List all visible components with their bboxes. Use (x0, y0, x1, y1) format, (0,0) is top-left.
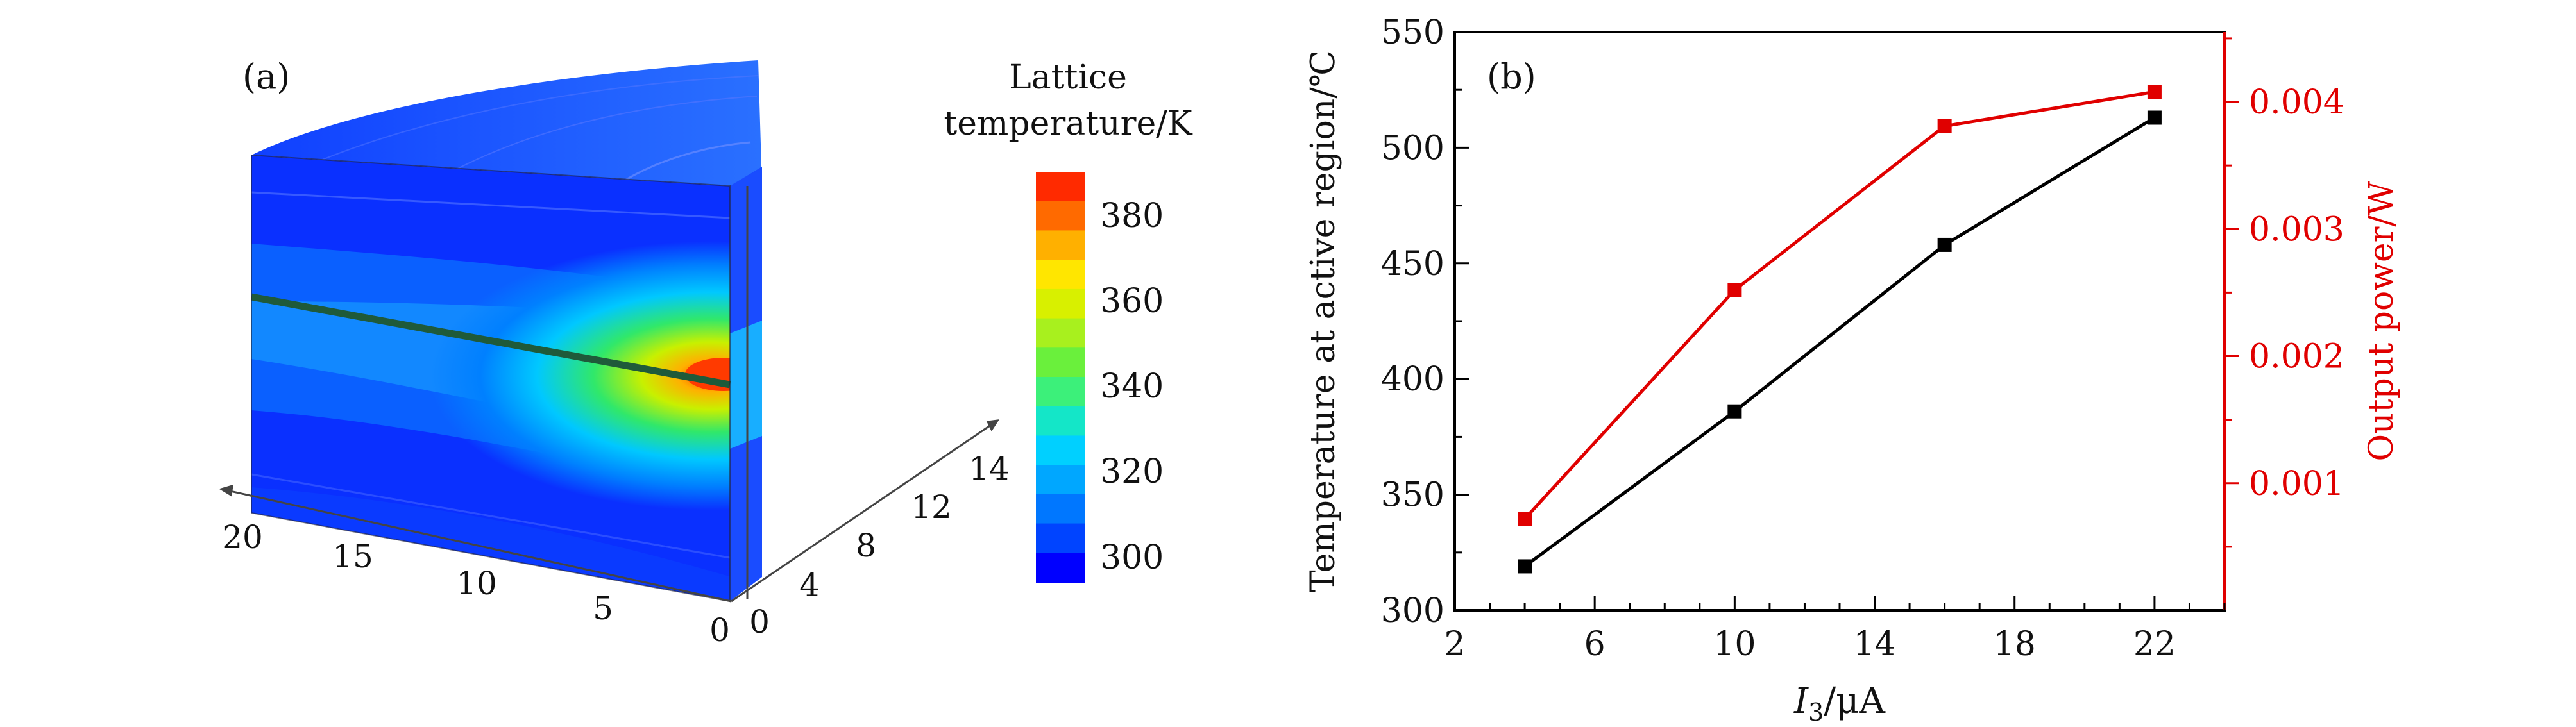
x-tick-label: 18 (1994, 625, 2036, 664)
colorbar-tick: 360 (1100, 282, 1164, 321)
colorbar-segment (1036, 523, 1085, 554)
colorbar-gradient (1036, 172, 1085, 583)
data-point (2147, 85, 2162, 99)
axis-left-tick: 5 (593, 590, 613, 627)
y2-tick-label: 0.001 (2249, 465, 2344, 503)
colorbar: Lattice temperature/K 380 360 340 320 30… (944, 58, 1193, 583)
y-tick-label: 400 (1381, 360, 1445, 399)
x-tick-label: 2 (1444, 625, 1465, 664)
colorbar-segment (1036, 347, 1085, 378)
y2-tick-label: 0.002 (2249, 338, 2344, 376)
data-point (2147, 110, 2162, 125)
y-tick-label: 350 (1381, 476, 1445, 515)
axis-left-tick: 20 (222, 519, 263, 556)
colorbar-segment (1036, 172, 1085, 202)
data-point (1937, 119, 1952, 133)
axes-3d (219, 186, 1000, 603)
axis-depth-tick: 8 (856, 527, 876, 564)
data-point (1727, 283, 1742, 297)
colorbar-segment (1036, 435, 1085, 466)
panel-a: (a) (219, 56, 1193, 649)
axis-left-ticks: 20 15 10 5 0 (222, 519, 730, 649)
colorbar-segment (1036, 406, 1085, 437)
y-tick-label: 300 (1381, 592, 1445, 630)
model-top-ring (615, 141, 751, 187)
y-tick-label: 500 (1381, 129, 1445, 167)
colorbar-segment (1036, 553, 1085, 583)
x-tick-label: 10 (1713, 625, 1756, 664)
x-tick-label: 14 (1853, 625, 1895, 664)
panel-b-label: (b) (1487, 56, 1536, 97)
x-axis-label: I3/μA (1793, 680, 1886, 726)
y2-tick-label: 0.003 (2249, 210, 2344, 249)
axis-depth-tick: 4 (799, 567, 820, 604)
y-tick-label: 550 (1381, 13, 1445, 52)
colorbar-segment (1036, 318, 1085, 349)
x-tick-label: 6 (1584, 625, 1606, 664)
colorbar-segment (1036, 465, 1085, 495)
y-axis-ticks: 300 350 400 450 500 550 (1381, 13, 1469, 630)
data-point (1518, 559, 1532, 574)
y-tick-label: 450 (1381, 245, 1445, 283)
model-top-face (251, 60, 762, 186)
y2-axis-label: Output power/W (2362, 181, 2401, 461)
colorbar-segment (1036, 260, 1085, 290)
colorbar-tick: 380 (1100, 197, 1164, 235)
colorbar-tick: 340 (1100, 367, 1164, 406)
colorbar-title-line2: temperature/K (944, 104, 1192, 143)
colorbar-tick: 320 (1100, 453, 1164, 491)
x-axis-ticks: 2 6 10 14 18 22 (1444, 596, 2226, 664)
colorbar-ticks: 380 360 340 320 300 (1100, 197, 1164, 577)
panel-a-label: (a) (242, 56, 290, 97)
colorbar-tick: 300 (1100, 539, 1164, 577)
data-point (1727, 404, 1742, 419)
thermal-model-3d (251, 60, 762, 603)
axis-depth-ticks: 0 4 8 12 14 (749, 450, 1010, 640)
axis-left-tick: 15 (332, 538, 373, 575)
data-point (1518, 512, 1532, 526)
series-line (1523, 90, 2155, 520)
y2-axis-ticks: 0.001 0.002 0.003 0.004 (2224, 37, 2344, 548)
axis-depth-tick: 12 (911, 489, 952, 526)
axis-depth-tick: 14 (969, 450, 1010, 487)
series-line (1523, 116, 2156, 568)
y2-tick-label: 0.004 (2249, 83, 2344, 122)
x-tick-label: 22 (2133, 625, 2176, 664)
axis-left-tick: 0 (709, 612, 730, 649)
active-region-line (251, 293, 731, 389)
colorbar-segment (1036, 201, 1085, 231)
colorbar-segment (1036, 377, 1085, 407)
axis-left-tick: 10 (456, 565, 497, 602)
plot-frame (1453, 31, 2226, 612)
y-axis-label: Temperature at active region/℃ (1304, 50, 1343, 592)
colorbar-segment (1036, 230, 1085, 261)
data-point (1937, 237, 1952, 252)
colorbar-segment (1036, 288, 1085, 319)
data-series (1518, 85, 2162, 574)
colorbar-title-line1: Lattice (1009, 58, 1127, 97)
axis-depth-tick: 0 (749, 603, 770, 640)
colorbar-segment (1036, 494, 1085, 524)
